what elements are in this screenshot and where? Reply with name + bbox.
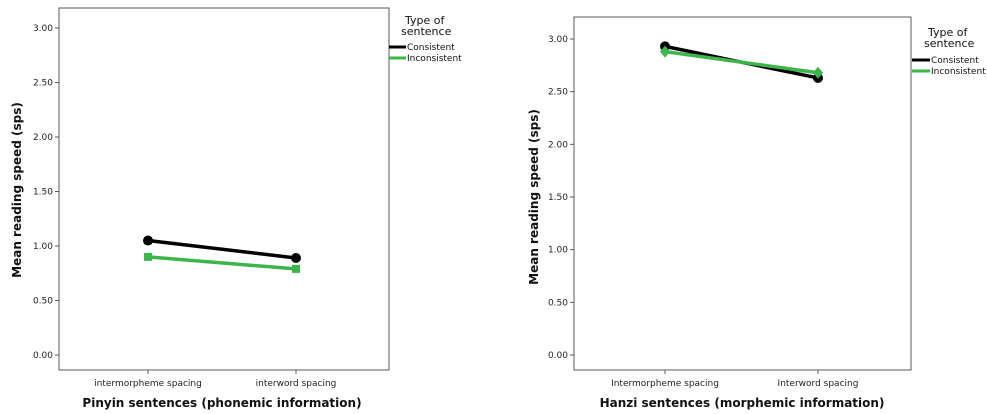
y-tick-label: 1.00 (33, 242, 53, 252)
y-tick-label: 3.00 (33, 24, 53, 34)
y-axis-pinyin: 0.00 0.50 1.00 1.50 2.00 2.50 3.00 (33, 24, 59, 361)
legend-label-consistent: Consistent (407, 43, 455, 53)
x-tick-label: Interword spacing (778, 379, 859, 389)
legend-label-inconsistent: Inconsistent (407, 54, 462, 64)
series-group-pinyin (143, 235, 301, 273)
y-axis-label-pinyin: Mean reading speed (sps) (10, 102, 24, 278)
data-point-inconsistent (813, 66, 823, 79)
legend-label-consistent: Consistent (931, 56, 979, 66)
data-point-consistent (143, 235, 153, 246)
legend-title-line2: sentence (401, 25, 452, 38)
chart-pinyin: 0.00 0.50 1.00 1.50 2.00 2.50 3.00 intermorphe… (10, 7, 462, 410)
series-group-hanzi (660, 41, 823, 83)
data-point-inconsistent (660, 45, 670, 58)
y-tick-label: 0.50 (33, 297, 53, 307)
y-tick-label: 0.00 (33, 351, 53, 361)
plot-area-pinyin (58, 7, 390, 371)
x-tick-label: Intermorpheme spacing (611, 379, 719, 389)
y-tick-label: 1.50 (548, 193, 568, 203)
x-axis-pinyin: intermorpheme spacing interword spacing (94, 370, 336, 389)
y-tick-label: 3.00 (548, 35, 568, 45)
x-tick-label: intermorpheme spacing (94, 379, 202, 389)
x-axis-hanzi: Intermorpheme spacing Interword spacing (611, 370, 858, 389)
chart-hanzi: 0.00 0.50 1.00 1.50 2.00 2.50 3.00 Intermorphe… (527, 16, 986, 410)
series-line-consistent (147, 238, 297, 260)
plot-area-hanzi (573, 16, 912, 371)
legend-title-line2: sentence (924, 37, 975, 50)
x-axis-label-pinyin: Pinyin sentences (phonemic information) (82, 396, 361, 410)
series-line-inconsistent (664, 49, 819, 75)
x-tick-label: interword spacing (256, 379, 337, 389)
legend-title-line1: Type of (404, 14, 445, 27)
y-tick-label: 2.50 (33, 79, 53, 89)
y-tick-label: 2.00 (548, 140, 568, 150)
y-axis-label-hanzi: Mean reading speed (sps) (527, 109, 541, 285)
y-tick-label: 1.00 (548, 246, 568, 256)
legend-label-inconsistent: Inconsistent (931, 67, 986, 77)
y-axis-hanzi: 0.00 0.50 1.00 1.50 2.00 2.50 3.00 (548, 35, 574, 361)
y-tick-label: 2.50 (548, 88, 568, 98)
y-tick-label: 0.50 (548, 298, 568, 308)
data-point-inconsistent (144, 252, 152, 261)
series-line-inconsistent (147, 255, 297, 271)
legend-title-line1: Type of (927, 26, 968, 39)
y-tick-label: 1.50 (33, 188, 53, 198)
y-tick-label: 2.00 (33, 133, 53, 143)
legend-hanzi: Type of sentence Consistent Inconsistent (912, 26, 986, 77)
data-point-consistent (291, 252, 301, 263)
x-axis-label-hanzi: Hanzi sentences (morphemic information) (600, 396, 885, 410)
data-point-inconsistent (292, 264, 300, 273)
legend-pinyin: Type of sentence Consistent Inconsistent (389, 14, 462, 64)
y-tick-label: 0.00 (548, 351, 568, 361)
